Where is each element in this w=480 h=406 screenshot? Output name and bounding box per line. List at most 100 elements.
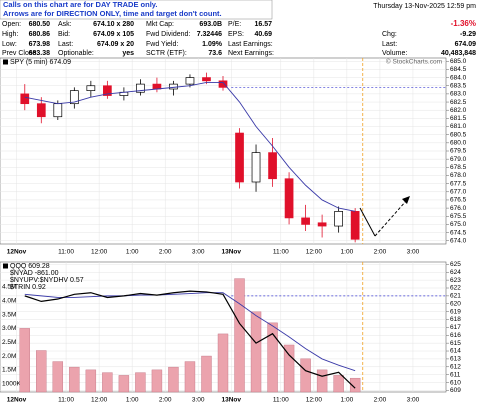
field-value: 680.86 [29,31,51,38]
y2-tick-label: 4.0M [2,297,16,304]
lower-panel: 6096106116126136146156166176186196206216… [0,261,461,404]
volume-bar [316,369,328,393]
y-tick-label: 685.0 [450,58,467,65]
field-label: Last: [58,41,73,48]
y-tick-label: 684.5 [450,66,467,73]
x-tick-label: 12:00 [91,397,108,404]
y2-tick-label: 2.0M [2,353,16,360]
y-tick-label: 623 [450,277,461,284]
field-value: 40,483,848 [441,50,476,57]
x-tick-label: 12:00 [306,249,323,256]
candle-body [202,77,211,82]
volume-bar [36,350,47,393]
y-tick-label: 612 [450,364,461,371]
field-value: 674.09 x 105 [93,31,134,38]
field-label: Ask: [58,21,72,28]
legend-label: QQQ 609.28 [10,263,50,270]
field-label: Bid: [58,31,70,38]
y-tick-label: 683.0 [450,91,467,98]
field-label: Fwd Dividend: [146,31,190,38]
volume-bar [300,358,311,393]
y2-tick-label: 1000K [2,380,21,387]
volume-bar [201,355,212,393]
x-tick-label: 2:00 [374,249,387,256]
legend-label: $NYAD -861.00 [10,270,59,277]
field-value: 73.6 [208,50,222,57]
candle-body [103,85,112,96]
y-tick-label: 622 [450,285,461,292]
y-tick-label: 681.5 [450,115,467,122]
y2-tick-label: 4.5M [2,284,16,291]
field-label: Last Earnings: [228,41,273,48]
candle-body [169,83,178,90]
y-tick-label: 677.5 [450,180,467,187]
x-tick-label: 1:00 [126,249,139,256]
x-tick-label: 2:00 [159,397,172,404]
candle-body [251,152,261,183]
field-label: Low: [2,41,17,48]
field-label: Next Earnings: [228,50,274,57]
direction-arrow [359,196,410,237]
x-tick-label: 2:00 [159,249,172,256]
x-tick-label: 12:00 [91,249,108,256]
volume-bar [250,311,262,393]
volume-bar [135,372,146,393]
y-tick-label: 678.5 [450,164,467,171]
y-tick-label: 682.0 [450,107,467,114]
y-tick-label: 680.0 [450,140,467,147]
y-tick-label: 675.0 [450,221,467,228]
x-tick-label: 11:00 [273,249,289,256]
y-tick-label: 675.5 [450,213,467,220]
field-label: Optionable: [58,50,94,57]
y-tick-label: 619 [450,308,461,315]
notice-line: Arrows are for DIRECTION ONLY, time and … [3,9,222,18]
arrow-leg [374,200,407,237]
volume-bar [333,375,344,393]
field-value: 16.57 [254,21,272,28]
field-value: 683.38 [29,50,51,57]
price-line [24,290,356,389]
candle-body [284,178,294,219]
y-tick-label: 674.0 [450,237,467,244]
y-tick-label: 683.5 [450,82,467,89]
volume-bar [52,361,64,393]
y-tick-label: 680.5 [450,131,467,138]
y-tick-label: 609 [450,387,461,394]
y-tick-label: 617 [450,324,461,331]
y-tick-label: 613 [450,356,461,363]
y-tick-label: 678.0 [450,172,467,179]
y-tick-label: 679.5 [450,148,467,155]
field-label: P/E: [228,21,241,28]
y-tick-label: 676.0 [450,205,467,212]
x-tick-label: 1:00 [341,249,354,256]
y-tick-label: 679.0 [450,156,467,163]
field-value: 674.09 [455,41,477,48]
candle-body [152,83,162,90]
volume-bar [85,369,97,393]
candle-body [136,83,145,93]
field-label: Volume: [382,50,407,57]
candle-body [86,85,96,91]
field-value: 673.98 [29,41,51,48]
candle-body [317,222,327,227]
candle-body [69,90,79,105]
candle-body [301,217,310,225]
legend-swatch [3,59,8,65]
volume-bar [267,322,278,393]
x-tick-label: 13Nov [222,249,242,256]
field-label: High: [2,31,18,38]
legend-label: $TRIN 0.92 [10,284,46,291]
x-tick-label: 11:00 [58,249,74,256]
x-tick-label: 13Nov [222,397,242,404]
credit: © StockCharts.com [386,58,442,66]
candle-body [20,93,30,105]
y-tick-label: 615 [450,340,461,347]
candle-body [350,211,360,240]
y-tick-label: 674.5 [450,229,467,236]
x-tick-label: 2:00 [374,397,387,404]
field-value: yes [122,50,134,57]
volume-bar [217,333,229,393]
timestamp: Thursday 13-Nov-2025 12:59 pm [373,3,476,10]
arrow-leg [359,207,376,237]
